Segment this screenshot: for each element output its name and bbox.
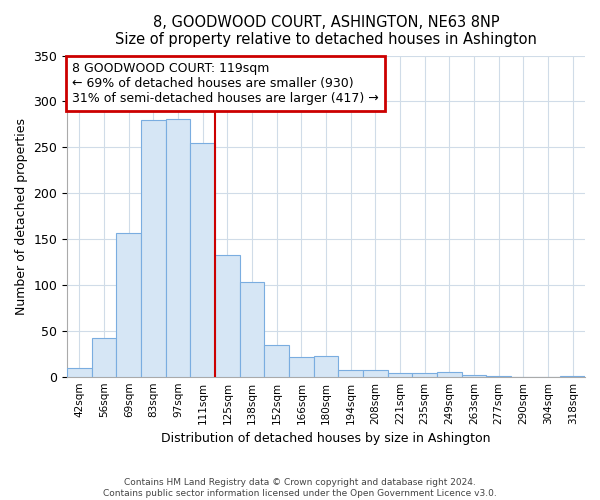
X-axis label: Distribution of detached houses by size in Ashington: Distribution of detached houses by size … xyxy=(161,432,491,445)
Bar xyxy=(437,372,462,376)
Bar xyxy=(67,368,92,376)
Text: Contains HM Land Registry data © Crown copyright and database right 2024.
Contai: Contains HM Land Registry data © Crown c… xyxy=(103,478,497,498)
Bar xyxy=(92,338,116,376)
Bar xyxy=(215,254,240,376)
Bar xyxy=(240,282,265,376)
Y-axis label: Number of detached properties: Number of detached properties xyxy=(15,118,28,314)
Bar xyxy=(314,356,338,376)
Bar xyxy=(141,120,166,376)
Bar xyxy=(116,232,141,376)
Bar xyxy=(462,375,487,376)
Bar xyxy=(190,142,215,376)
Bar xyxy=(412,373,437,376)
Bar xyxy=(166,119,190,376)
Title: 8, GOODWOOD COURT, ASHINGTON, NE63 8NP
Size of property relative to detached hou: 8, GOODWOOD COURT, ASHINGTON, NE63 8NP S… xyxy=(115,15,537,48)
Bar xyxy=(388,373,412,376)
Bar xyxy=(289,358,314,376)
Bar xyxy=(363,370,388,376)
Bar xyxy=(338,370,363,376)
Text: 8 GOODWOOD COURT: 119sqm
← 69% of detached houses are smaller (930)
31% of semi-: 8 GOODWOOD COURT: 119sqm ← 69% of detach… xyxy=(73,62,379,105)
Bar xyxy=(265,344,289,376)
